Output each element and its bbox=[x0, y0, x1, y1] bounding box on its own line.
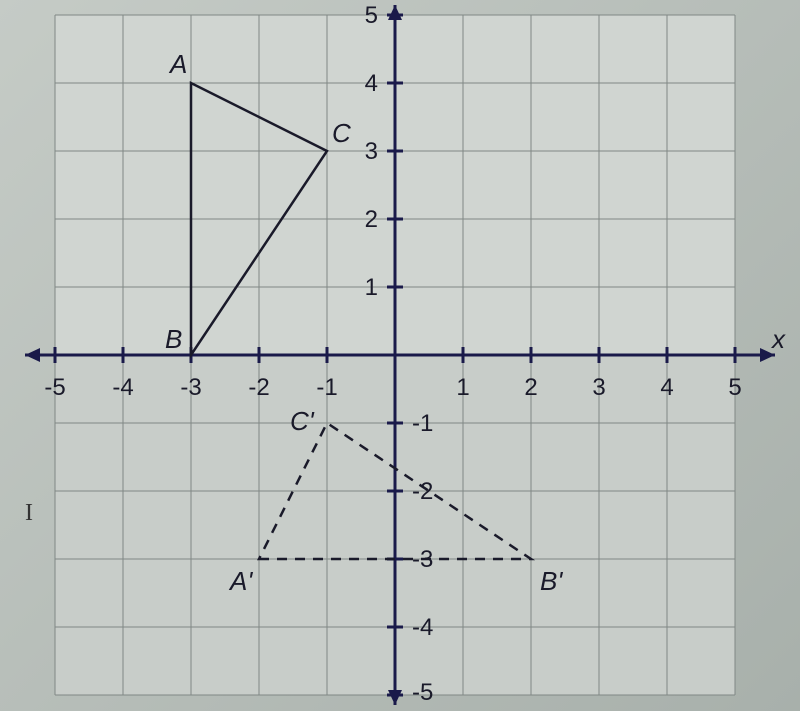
y-axis-arrow-down bbox=[388, 690, 402, 705]
x-axis-arrow-left bbox=[25, 348, 40, 362]
xlabel-4: 4 bbox=[660, 374, 673, 401]
label-C-prime: C' bbox=[290, 406, 315, 436]
coordinate-plane: -5 -4 -3 -2 -1 1 2 3 4 5 5 4 3 2 1 -1 -2… bbox=[0, 0, 800, 711]
xlabel-n4: -4 bbox=[112, 374, 133, 401]
label-B-prime: B' bbox=[540, 566, 563, 596]
ylabel-n1: -1 bbox=[412, 410, 433, 437]
ylabel-1: 1 bbox=[365, 274, 378, 301]
xlabel-1: 1 bbox=[456, 374, 469, 401]
xlabel-n5: -5 bbox=[44, 374, 65, 401]
ylabel-5: 5 bbox=[365, 2, 378, 29]
text-cursor: I bbox=[25, 500, 33, 527]
ylabel-n5: -5 bbox=[412, 679, 433, 706]
xlabel-n1: -1 bbox=[316, 374, 337, 401]
ylabel-n4: -4 bbox=[412, 614, 433, 641]
label-B: B bbox=[165, 324, 182, 354]
label-A: A bbox=[168, 49, 187, 79]
xlabel-5: 5 bbox=[728, 374, 741, 401]
ylabel-2: 2 bbox=[365, 206, 378, 233]
ylabel-4: 4 bbox=[365, 70, 378, 97]
chart-container: -5 -4 -3 -2 -1 1 2 3 4 5 5 4 3 2 1 -1 -2… bbox=[0, 0, 800, 711]
ylabel-3: 3 bbox=[365, 138, 378, 165]
xlabel-3: 3 bbox=[592, 374, 605, 401]
xlabel-n3: -3 bbox=[180, 374, 201, 401]
label-C: C bbox=[332, 118, 351, 148]
xlabel-2: 2 bbox=[524, 374, 537, 401]
x-axis-label: x bbox=[770, 324, 786, 354]
label-A-prime: A' bbox=[228, 566, 253, 596]
ylabel-n2: -2 bbox=[412, 478, 433, 505]
y-axis-arrow-up bbox=[388, 5, 402, 20]
xlabel-n2: -2 bbox=[248, 374, 269, 401]
